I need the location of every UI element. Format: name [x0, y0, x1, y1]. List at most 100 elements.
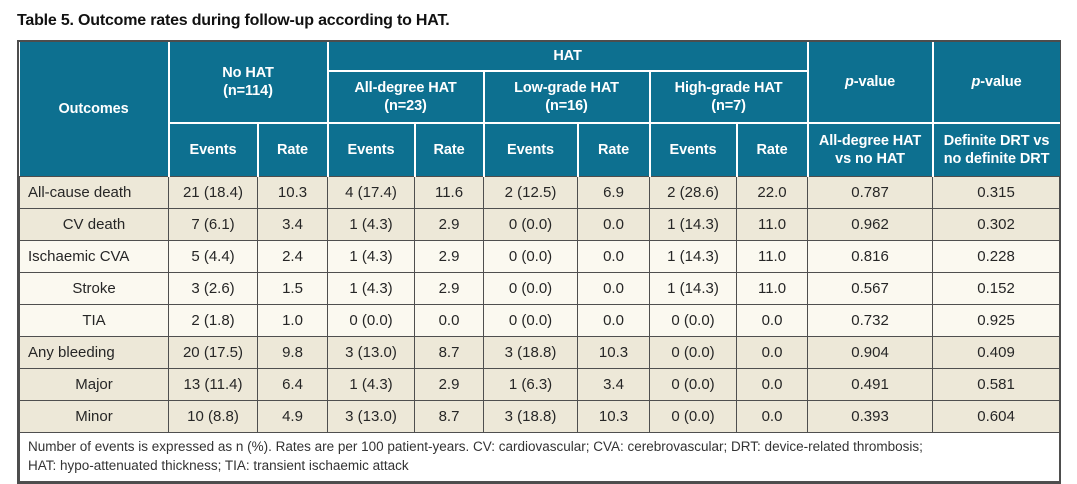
table-row: Major 13 (11.4) 6.4 1 (4.3) 2.9 1 (6.3) … [19, 367, 1061, 401]
header-all-degree-hat: All-degree HAT (n=23) [326, 70, 485, 124]
table-row: Minor 10 (8.8) 4.9 3 (13.0) 8.7 3 (18.8)… [19, 399, 1061, 433]
table-cell: 11.0 [736, 239, 809, 273]
row-label: Minor [19, 399, 169, 433]
table-cell: 0.962 [807, 207, 934, 241]
table-cell: 4.9 [256, 399, 329, 433]
table-cell: 0.491 [807, 367, 934, 401]
table-cell: 10.3 [256, 175, 329, 209]
table-cell: 9.8 [256, 335, 329, 369]
table-cell: 10.3 [577, 335, 651, 369]
table-body: All-cause death 21 (18.4) 10.3 4 (17.4) … [18, 175, 1061, 482]
table-cell: 22.0 [736, 175, 809, 209]
table-cell: 0.228 [932, 239, 1061, 273]
table-cell: 2 (12.5) [483, 175, 579, 209]
table-cell: 3 (18.8) [483, 335, 579, 369]
table-cell: 2.4 [256, 239, 329, 273]
footnote-line-1: Number of events is expressed as n (%). … [28, 439, 923, 455]
table-footnote: Number of events is expressed as n (%). … [18, 431, 1061, 482]
row-label: Any bleeding [19, 335, 169, 369]
table-cell: 3 (13.0) [327, 335, 416, 369]
table-cell: 0.787 [807, 175, 934, 209]
table-cell: 1 (14.3) [649, 207, 738, 241]
table-cell: 0 (0.0) [649, 303, 738, 337]
table-cell: 1 (6.3) [483, 367, 579, 401]
footnote-line-2: HAT: hypo-attenuated thickness; TIA: tra… [28, 457, 409, 473]
table-cell: 8.7 [414, 335, 485, 369]
table-cell: 21 (18.4) [168, 175, 258, 209]
table-cell: 20 (17.5) [168, 335, 258, 369]
table-header: Outcomes No HAT (n=114) HAT p-value p-va… [19, 42, 1060, 177]
table-cell: 3 (13.0) [327, 399, 416, 433]
table-cell: 0.0 [577, 271, 651, 305]
header-events: Events [326, 122, 416, 177]
table-cell: 3 (18.8) [483, 399, 579, 433]
table-title: Table 5. Outcome rates during follow-up … [17, 12, 450, 29]
table-cell: 2.9 [414, 367, 485, 401]
row-label: All-cause death [19, 175, 169, 209]
table-cell: 0.0 [577, 207, 651, 241]
table-cell: 1 (14.3) [649, 271, 738, 305]
table-cell: 0.925 [932, 303, 1061, 337]
table-frame: Outcomes No HAT (n=114) HAT p-value p-va… [17, 40, 1061, 484]
table-cell: 1 (4.3) [327, 207, 416, 241]
table-cell: 2.9 [414, 207, 485, 241]
table-cell: 0 (0.0) [649, 335, 738, 369]
table-cell: 0 (0.0) [483, 207, 579, 241]
table-row: Any bleeding 20 (17.5) 9.8 3 (13.0) 8.7 … [19, 335, 1061, 369]
table-cell: 0.732 [807, 303, 934, 337]
header-no-hat: No HAT (n=114) [167, 42, 329, 124]
table-cell: 0 (0.0) [649, 367, 738, 401]
table-cell: 1.5 [256, 271, 329, 305]
table-cell: 11.0 [736, 271, 809, 305]
table-cell: 10.3 [577, 399, 651, 433]
table-cell: 0.0 [577, 239, 651, 273]
outcomes-table: Outcomes No HAT (n=114) HAT p-value p-va… [18, 42, 1061, 482]
header-rate: Rate [256, 122, 329, 177]
table-cell: 0.0 [736, 303, 809, 337]
header-p-sub-2: Definite DRT vs no definite DRT [931, 122, 1060, 177]
footnote-row: Number of events is expressed as n (%). … [18, 431, 1061, 482]
table-cell: 0.0 [736, 399, 809, 433]
header-hat: HAT [326, 42, 809, 72]
header-events: Events [648, 122, 738, 177]
header-outcomes: Outcomes [19, 42, 170, 177]
table-cell: 6.4 [256, 367, 329, 401]
table-cell: 0.315 [932, 175, 1061, 209]
header-high-grade-hat: High-grade HAT (n=7) [648, 70, 809, 124]
table-cell: 0.152 [932, 271, 1061, 305]
table-row: TIA 2 (1.8) 1.0 0 (0.0) 0.0 0 (0.0) 0.0 … [19, 303, 1061, 337]
table-cell: 3.4 [256, 207, 329, 241]
header-p-value-2: p-value [931, 42, 1060, 124]
table-cell: 11.6 [414, 175, 485, 209]
table-cell: 11.0 [736, 207, 809, 241]
table-cell: 0.393 [807, 399, 934, 433]
table-cell: 0 (0.0) [483, 271, 579, 305]
header-rate: Rate [413, 122, 485, 177]
table-cell: 0.581 [932, 367, 1061, 401]
header-low-grade-hat: Low-grade HAT (n=16) [482, 70, 651, 124]
header-rate: Rate [576, 122, 651, 177]
table-cell: 0.816 [807, 239, 934, 273]
table-row: Stroke 3 (2.6) 1.5 1 (4.3) 2.9 0 (0.0) 0… [19, 271, 1061, 305]
header-p-sub-1: All-degree HAT vs no HAT [806, 122, 934, 177]
table-cell: 1 (4.3) [327, 271, 416, 305]
table-cell: 10 (8.8) [168, 399, 258, 433]
table-cell: 0.0 [414, 303, 485, 337]
header-p-value-1: p-value [806, 42, 934, 124]
table-cell: 0.302 [932, 207, 1061, 241]
row-label: Stroke [19, 271, 169, 305]
table-cell: 13 (11.4) [168, 367, 258, 401]
table-row: CV death 7 (6.1) 3.4 1 (4.3) 2.9 0 (0.0)… [19, 207, 1061, 241]
table-cell: 1 (4.3) [327, 239, 416, 273]
row-label: Ischaemic CVA [19, 239, 169, 273]
table-cell: 0.409 [932, 335, 1061, 369]
table-cell: 2 (1.8) [168, 303, 258, 337]
table-cell: 1.0 [256, 303, 329, 337]
table-cell: 1 (14.3) [649, 239, 738, 273]
table-cell: 8.7 [414, 399, 485, 433]
row-label: CV death [19, 207, 169, 241]
table-cell: 0.0 [577, 303, 651, 337]
table-cell: 0 (0.0) [483, 303, 579, 337]
table-cell: 0 (0.0) [483, 239, 579, 273]
